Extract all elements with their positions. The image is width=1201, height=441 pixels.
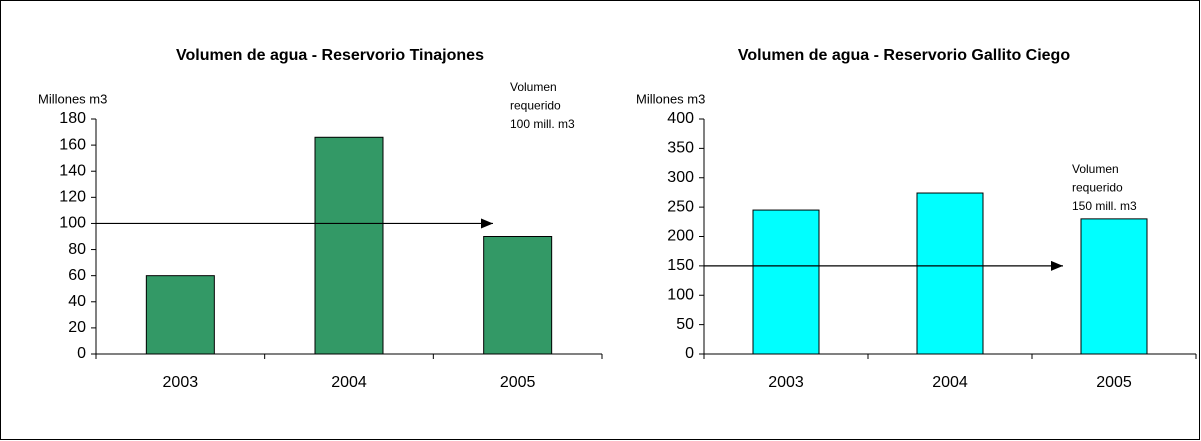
y-tick-label: 180	[59, 110, 86, 127]
y-axis-label: Millones m3	[38, 91, 107, 106]
y-tick-label: 100	[59, 215, 86, 232]
y-tick-label: 250	[667, 198, 694, 215]
y-tick-label: 50	[676, 316, 694, 333]
y-tick-label: 0	[77, 345, 86, 362]
x-tick-label: 2005	[500, 374, 536, 391]
annotation: requerido	[1072, 181, 1123, 195]
y-tick-label: 150	[667, 257, 694, 274]
bar	[916, 192, 984, 355]
y-tick-label: 0	[685, 345, 694, 362]
y-tick-label: 40	[68, 293, 86, 310]
y-tick-label: 20	[68, 319, 86, 336]
y-tick-label: 140	[59, 162, 86, 179]
x-tick-label: 2004	[331, 374, 367, 391]
bar	[1080, 218, 1148, 355]
x-tick-label: 2003	[163, 374, 199, 391]
annotation: Volumen	[1072, 162, 1119, 176]
annotation: requerido	[510, 99, 561, 113]
annotation: 150 mill. m3	[1072, 199, 1137, 213]
x-tick-label: 2004	[932, 374, 968, 391]
y-tick-label: 120	[59, 189, 86, 206]
y-tick-label: 60	[68, 267, 86, 284]
y-tick-label: 200	[667, 228, 694, 245]
bar	[314, 136, 384, 355]
chart-title: Volumen de agua - Reservorio Tinajones	[176, 47, 484, 64]
bar	[483, 236, 553, 355]
y-axis-label: Millones m3	[636, 91, 705, 106]
annotation: Volumen	[510, 80, 557, 94]
bar	[145, 275, 215, 355]
x-tick-label: 2005	[1096, 374, 1132, 391]
y-tick-label: 80	[68, 241, 86, 258]
bar	[752, 209, 820, 355]
y-tick-label: 400	[667, 110, 694, 127]
y-tick-label: 160	[59, 136, 86, 153]
y-tick-label: 350	[667, 140, 694, 157]
chart-title: Volumen de agua - Reservorio Gallito Cie…	[738, 47, 1070, 64]
x-tick-label: 2003	[768, 374, 804, 391]
y-tick-label: 100	[667, 286, 694, 303]
y-tick-label: 300	[667, 169, 694, 186]
annotation: 100 mill. m3	[510, 117, 575, 131]
